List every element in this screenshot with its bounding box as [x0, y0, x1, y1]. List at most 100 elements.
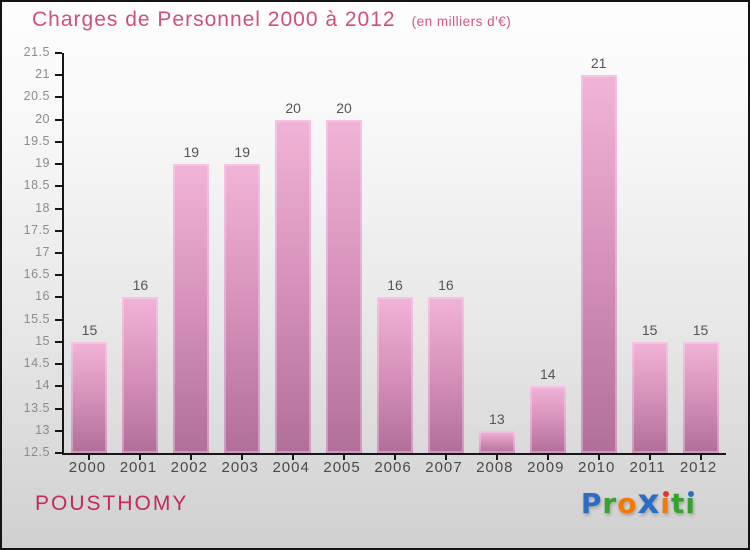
bar-2006 [377, 297, 413, 453]
bar-value-label: 15 [692, 321, 709, 338]
x-axis-tick-label: 2003 [221, 459, 259, 476]
page-title: Charges de Personnel 2000 à 2012 [32, 8, 396, 31]
x-axis-tick-label: 2009 [527, 459, 565, 476]
x-axis-tick-label: 2012 [679, 459, 718, 476]
x-axis-tick-label: 2006 [374, 459, 412, 476]
x-axis-labels: 2000 2001 2002 2003 2004 2005 2006 2007 2008 2009… [62, 459, 724, 483]
x-axis-tick-label: 2010 [578, 459, 616, 476]
x-axis-tick [343, 455, 346, 460]
y-axis-tick [55, 52, 62, 54]
x-axis-tick-label: 2005 [323, 459, 361, 476]
bar-2004 [275, 119, 312, 453]
chart-subtitle: (en milliers d'€) [411, 14, 512, 29]
logo-letter: ı [660, 487, 671, 520]
y-axis-tick [55, 140, 62, 143]
bar-value-label: 21 [590, 55, 607, 72]
bar-value-label: 14 [539, 366, 556, 383]
y-axis-tick-label: 20.5 [23, 89, 50, 104]
y-axis-tick [55, 340, 62, 343]
y-axis-tick-label: 14.5 [23, 356, 50, 371]
x-axis-tick-label: 2011 [629, 459, 666, 476]
y-axis-tick [55, 185, 62, 188]
bar-2001 [122, 297, 159, 453]
x-axis-tick [444, 455, 447, 460]
y-axis-tick [55, 252, 62, 254]
bar-value-label: 15 [81, 321, 98, 338]
logo-letter: r [602, 487, 618, 520]
y-axis-tick-label: 17 [35, 245, 50, 259]
y-axis-tick [55, 274, 62, 277]
y-axis-tick [55, 74, 62, 77]
y-axis-tick [55, 229, 62, 232]
y-axis-tick [55, 296, 62, 299]
y-axis-tick-label: 13.5 [23, 400, 50, 415]
bar-2002 [173, 164, 210, 453]
x-axis-tick-label: 2000 [68, 459, 107, 476]
y-axis-tick-label: 20 [35, 111, 50, 126]
logo-letter: x [637, 482, 661, 522]
x-axis-tick [139, 455, 142, 460]
y-axis-tick-label: 15.5 [23, 311, 50, 326]
y-axis-tick-label: 19.5 [23, 133, 50, 148]
y-axis-tick-label: 18 [35, 200, 50, 215]
x-axis-tick [699, 455, 702, 460]
bar-value-label: 20 [336, 99, 352, 116]
x-axis-tick [190, 455, 193, 460]
y-axis-tick [55, 207, 62, 210]
bar-value-label: 19 [183, 144, 200, 161]
y-axis-tick [55, 385, 62, 388]
logo-letter: ı [685, 487, 696, 520]
bar-2007 [427, 297, 464, 453]
bar-value-label: 16 [132, 277, 149, 294]
y-axis-tick-label: 16 [35, 289, 50, 304]
x-axis-tick [546, 455, 549, 460]
bar-2000 [71, 341, 108, 453]
x-axis-tick-label: 2004 [272, 459, 310, 476]
bar-2008 [478, 430, 515, 453]
x-axis-tick-label: 2002 [170, 459, 208, 476]
x-axis-tick [88, 455, 91, 460]
y-axis-tick-label: 14 [35, 378, 50, 393]
logo-letter-dot [687, 491, 694, 497]
y-axis-tick-label: 16.5 [23, 267, 50, 282]
bar-value-label: 16 [438, 277, 454, 294]
x-axis-tick [394, 455, 396, 460]
bar-2010 [580, 75, 617, 453]
y-axis-tick-label: 15 [35, 333, 50, 348]
bar-value-label: 20 [285, 99, 301, 116]
y-axis-tick-label: 17.5 [23, 222, 50, 237]
bar-2003 [224, 164, 261, 453]
bar-2011 [631, 341, 668, 453]
bar-2012 [682, 341, 719, 453]
x-axis-tick-label: 2007 [425, 459, 463, 476]
logo-letter: o [617, 487, 638, 520]
bar-value-label: 19 [234, 144, 250, 161]
proxiti-logo[interactable]: Proxı tı [581, 483, 696, 523]
commune-name: POUSTHOMY [35, 492, 189, 515]
chart-header: Charges de Personnel 2000 à 2012 (en mil… [32, 8, 511, 32]
x-axis-tick [292, 455, 295, 460]
logo-letter: P [580, 487, 603, 520]
y-axis-tick [55, 118, 62, 121]
x-axis-tick [495, 455, 498, 460]
y-axis-tick [55, 96, 62, 99]
y-axis-labels: 21.5 21 20.5 20 19.5 19 18.5 18 17.5 17 16.5 16 15.5… [2, 45, 58, 459]
bar-value-label: 15 [641, 321, 658, 338]
bar-value-label: 16 [387, 277, 403, 294]
y-axis-tick [55, 163, 62, 166]
x-axis-tick-label: 2001 [119, 459, 158, 476]
y-axis-tick-label: 21.5 [23, 45, 50, 59]
x-axis-tick-label: 2008 [476, 459, 514, 476]
bar-2009 [529, 386, 566, 453]
y-axis-tick-label: 13 [35, 422, 50, 437]
logo-letter: t [671, 487, 686, 520]
y-axis-tick-label: 12.5 [23, 445, 50, 459]
y-axis-tick [55, 407, 62, 410]
logo-letter-dot [662, 491, 669, 497]
y-axis-tick [55, 318, 62, 321]
x-axis-tick [241, 455, 244, 460]
y-axis-tick-label: 19 [35, 156, 50, 171]
y-axis-tick [55, 429, 62, 432]
bar-2005 [326, 119, 363, 453]
